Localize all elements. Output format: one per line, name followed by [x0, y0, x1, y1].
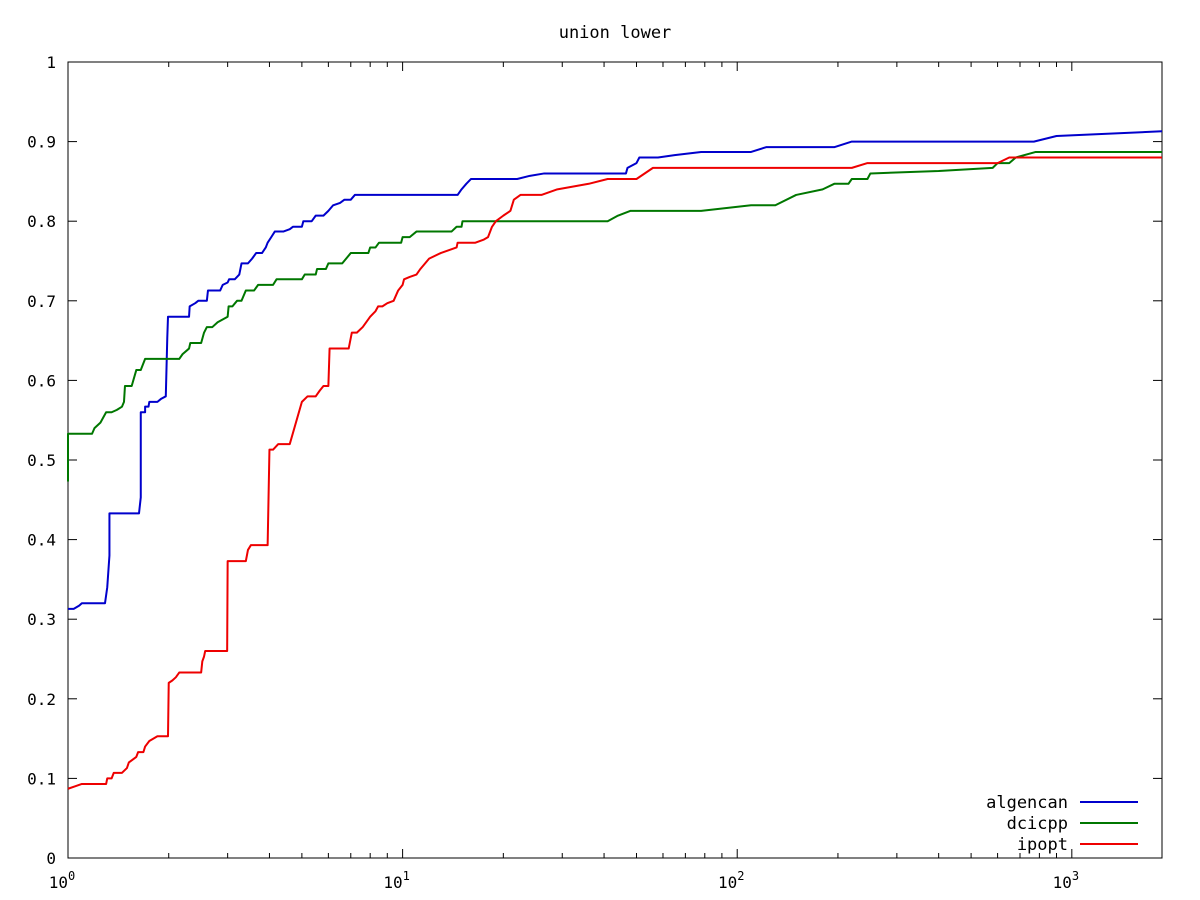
y-tick-label: 0.4: [27, 531, 56, 550]
y-tick-label: 0.6: [27, 371, 56, 390]
y-tick-label: 0: [46, 849, 56, 868]
y-tick-label: 0.1: [27, 769, 56, 788]
y-tick-label: 1: [46, 53, 56, 72]
legend-label-dcicpp: dcicpp: [1007, 814, 1068, 834]
legend-label-algencan: algencan: [986, 793, 1068, 813]
series-layer: [67, 130, 1163, 790]
axis-ticks: [67, 61, 1162, 859]
plot-frame: [67, 61, 1163, 859]
series-line-algencan: [68, 130, 1163, 610]
y-tick-label: 0.9: [27, 133, 56, 152]
series-line-dcicpp: [67, 150, 1162, 482]
axis-tick-labels: 0 0.1 0.2 0.3 0.4 0.5 0.6 0.7 0.8 0.9 1 100 101 102 10…: [27, 53, 1079, 892]
x-tick-label: 100: [49, 869, 76, 892]
y-tick-label: 0.5: [27, 451, 56, 470]
y-tick-label: 0.7: [27, 292, 56, 311]
x-tick-label: 103: [1053, 869, 1080, 892]
legend-label-ipopt: ipopt: [1017, 835, 1068, 855]
y-tick-label: 0.8: [27, 212, 56, 231]
y-tick-label: 0.2: [27, 690, 56, 709]
chart-title: union lower: [559, 23, 672, 43]
y-tick-label: 0.3: [27, 610, 56, 629]
series-line-ipopt: [67, 156, 1162, 790]
x-tick-label: 101: [383, 869, 410, 892]
x-tick-label: 102: [718, 869, 745, 892]
